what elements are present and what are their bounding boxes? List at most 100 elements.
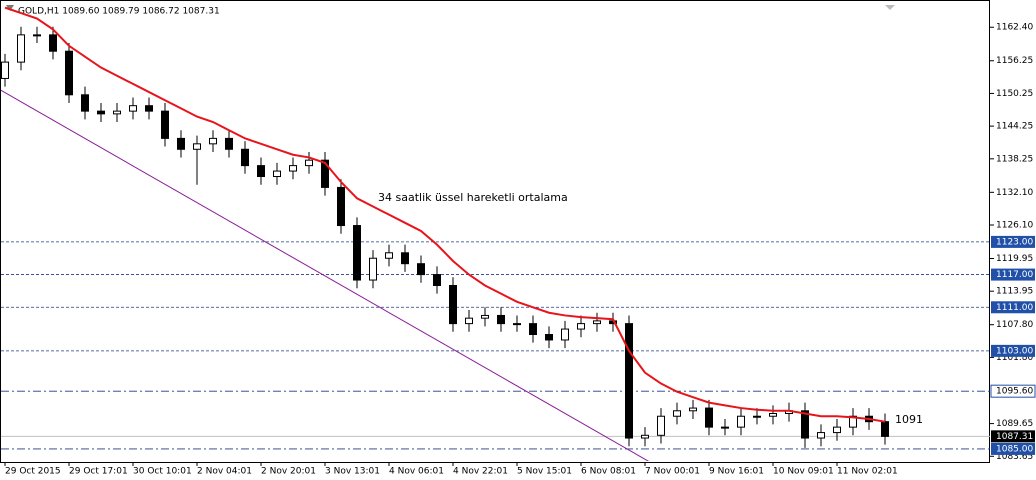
x-tick-label: 29 Oct 17:01 xyxy=(69,467,128,477)
ema-line xyxy=(4,6,886,423)
candle-body xyxy=(225,137,233,150)
level-tag xyxy=(990,384,1036,398)
chart-title: GOLD,H1 1089.60 1089.79 1086.72 1087.31 xyxy=(18,7,220,17)
candle-body xyxy=(689,407,697,412)
x-tick-label: 7 Nov 00:01 xyxy=(645,467,700,477)
candle-body xyxy=(481,314,489,319)
candle-body xyxy=(17,34,25,63)
current-price-label: 1087.31 xyxy=(996,432,1033,442)
candle-body xyxy=(705,407,713,428)
y-tick-label: 1132.10 xyxy=(996,188,1033,198)
menu-icon xyxy=(6,5,14,11)
level-tag xyxy=(991,235,1035,248)
candle-body xyxy=(417,263,425,276)
plot-frame xyxy=(0,0,990,463)
candle-body xyxy=(561,328,569,341)
y-tick-label: 1089.65 xyxy=(996,419,1033,429)
candle-body xyxy=(401,252,409,265)
candle-body xyxy=(881,421,889,437)
candle-body xyxy=(385,252,393,259)
x-tick-label: 10 Nov 09:01 xyxy=(773,467,834,477)
candle-body xyxy=(193,143,201,150)
candle-body xyxy=(721,426,729,429)
x-tick-label: 4 Nov 22:01 xyxy=(453,467,508,477)
candle-body xyxy=(337,186,345,227)
candle-body xyxy=(753,415,761,418)
candle-body xyxy=(465,317,473,325)
y-tick-label: 1119.95 xyxy=(996,254,1033,264)
y-tick-label: 1113.95 xyxy=(996,287,1033,297)
candle-body xyxy=(449,284,457,325)
y-tick-label: 1101.80 xyxy=(996,353,1033,363)
y-tick-label: 1138.25 xyxy=(996,154,1033,164)
candle-body xyxy=(273,170,281,178)
candle-body xyxy=(289,165,297,172)
candle-body xyxy=(353,225,361,281)
x-tick-label: 29 Oct 2015 xyxy=(5,467,61,477)
candle-body xyxy=(321,159,329,188)
level-tag xyxy=(991,301,1035,314)
annotation: 34 saatlik üssel hareketli ortalama xyxy=(378,191,568,204)
level-label: 1103.00 xyxy=(996,346,1033,356)
end-label: 1091 xyxy=(895,413,923,426)
candle-body xyxy=(305,159,313,167)
level-tag xyxy=(991,268,1035,281)
x-tick-label: 9 Nov 16:01 xyxy=(709,467,764,477)
candle-body xyxy=(129,105,137,112)
candle-body xyxy=(145,105,153,112)
x-tick-label: 4 Nov 06:01 xyxy=(389,467,444,477)
candle-body xyxy=(545,334,553,341)
candle-body xyxy=(81,94,89,112)
y-tick-label: 1150.25 xyxy=(996,89,1033,99)
x-tick-label: 2 Nov 04:01 xyxy=(197,467,252,477)
candle-body xyxy=(593,320,601,325)
x-tick-label: 2 Nov 20:01 xyxy=(261,467,316,477)
price-tag xyxy=(991,430,1035,443)
shift-marker xyxy=(885,5,895,10)
candle-body xyxy=(833,426,841,434)
candle-body xyxy=(1,61,9,79)
level-label: 1123.00 xyxy=(996,237,1033,247)
x-tick-label: 6 Nov 08:01 xyxy=(581,467,636,477)
level-tag xyxy=(991,442,1035,455)
candle-body xyxy=(577,323,585,330)
y-tick-label: 1156.25 xyxy=(996,56,1033,66)
level-label: 1117.00 xyxy=(996,270,1033,280)
candle-body xyxy=(769,413,777,417)
candle-body xyxy=(529,323,537,336)
candle-body xyxy=(161,110,169,139)
candle-body xyxy=(657,415,665,436)
level-tag xyxy=(991,344,1035,357)
candle-body xyxy=(673,410,681,417)
candle-body xyxy=(177,137,185,150)
candle-body xyxy=(497,314,505,325)
candle-body xyxy=(817,432,825,439)
candle-body xyxy=(849,415,857,428)
y-tick-label: 1126.10 xyxy=(996,221,1033,231)
candle-body xyxy=(49,34,57,52)
candle-body xyxy=(209,137,217,145)
level-label: 1085.00 xyxy=(996,444,1033,454)
candle-body xyxy=(801,410,809,439)
x-tick-label: 30 Oct 10:01 xyxy=(133,467,192,477)
candle-body xyxy=(513,323,521,326)
x-tick-label: 11 Nov 02:01 xyxy=(837,467,898,477)
candle-body xyxy=(257,165,265,178)
candle-body xyxy=(33,34,41,37)
candle-body xyxy=(433,274,441,286)
candle-body xyxy=(97,110,105,115)
candle-body xyxy=(113,110,121,115)
candle-body xyxy=(241,148,249,167)
candle-body xyxy=(625,323,633,439)
y-tick-label: 1107.80 xyxy=(996,320,1033,330)
level-label: 1095.60 xyxy=(996,387,1033,397)
candle-body xyxy=(369,257,377,281)
y-tick-label: 1162.40 xyxy=(996,23,1033,33)
x-tick-label: 5 Nov 15:01 xyxy=(517,467,572,477)
y-tick-label: 1144.25 xyxy=(996,122,1033,132)
trendline xyxy=(1,89,650,461)
candle-body xyxy=(65,50,73,96)
level-label: 1111.00 xyxy=(996,303,1033,313)
candle-body xyxy=(641,434,649,439)
